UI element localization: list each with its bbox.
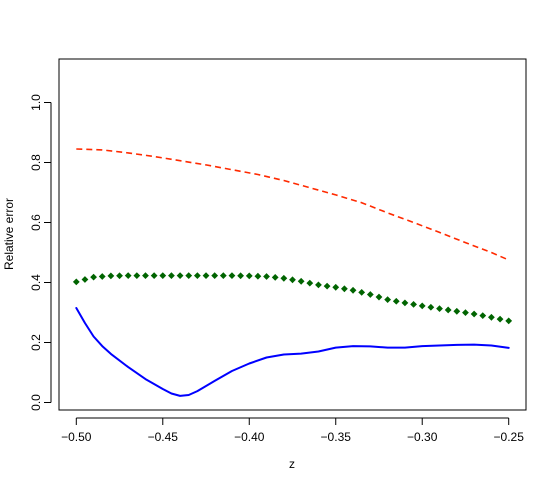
series-point (159, 272, 167, 279)
series-point (297, 277, 305, 285)
series-point (496, 315, 504, 323)
series-point (470, 310, 478, 318)
y-tick-label: 0.4 (29, 274, 43, 291)
series-point (505, 317, 513, 325)
series-dashed (76, 148, 510, 261)
x-tick-label: −0.50 (61, 430, 92, 444)
series-point (392, 297, 400, 305)
series-point (444, 306, 452, 314)
series-point (332, 283, 340, 291)
series-point (323, 282, 331, 290)
series-point (315, 281, 322, 289)
series-point (306, 279, 314, 287)
series-point (462, 309, 469, 317)
series-point (427, 303, 435, 311)
series-point (418, 302, 426, 310)
y-tick-label: 1.0 (29, 94, 43, 111)
series-point (453, 307, 461, 315)
series-point (271, 274, 279, 281)
series-point (340, 285, 348, 293)
series-point (358, 289, 366, 296)
series-point (202, 272, 210, 279)
y-tick-label: 0.2 (29, 334, 43, 351)
series-point (289, 276, 296, 284)
series-point (176, 272, 184, 279)
series-layer (72, 148, 513, 397)
series-point (150, 272, 158, 279)
series-point (228, 272, 236, 279)
y-tick-label: 0.0 (29, 394, 43, 411)
y-tick-label: 0.6 (29, 214, 43, 231)
series-point (488, 313, 495, 321)
series-point (142, 272, 149, 279)
series-point (98, 273, 106, 280)
series-point (375, 293, 383, 301)
x-tick-label: −0.45 (148, 430, 179, 444)
series-point (410, 301, 417, 308)
series-point (384, 296, 392, 303)
x-tick-label: −0.30 (407, 430, 438, 444)
series-point (280, 274, 288, 282)
series-point (185, 272, 193, 279)
series-point (124, 272, 132, 279)
series-point (349, 286, 357, 294)
x-tick-label: −0.25 (494, 430, 525, 444)
y-axis: 0.0 0.2 0.4 0.6 0.8 1.0 (29, 94, 52, 411)
x-tick-label: −0.35 (321, 430, 352, 444)
series-dotted (72, 272, 513, 325)
series-point (254, 272, 262, 280)
series-point (237, 272, 245, 280)
series-point (81, 276, 89, 283)
series-point (72, 278, 80, 286)
x-axis-title: z (289, 457, 295, 471)
y-axis-title: Relative error (2, 198, 16, 270)
x-axis: −0.50 −0.45 −0.40 −0.35 −0.30 −0.25 (61, 417, 525, 444)
series-solid (75, 307, 510, 397)
series-point (211, 272, 219, 279)
y-tick-label: 0.8 (29, 154, 43, 171)
series-line (76, 148, 510, 261)
series-point (219, 272, 227, 279)
series-point (90, 273, 97, 281)
series-point (401, 299, 409, 307)
series-point (263, 273, 270, 280)
series-point (168, 272, 175, 279)
series-point (107, 272, 115, 280)
series-point (479, 312, 487, 320)
series-point (436, 305, 443, 312)
series-point (116, 272, 123, 280)
series-line (75, 307, 510, 397)
x-tick-label: −0.40 (234, 430, 265, 444)
series-point (366, 291, 374, 298)
series-point (193, 272, 201, 279)
series-point (245, 272, 253, 280)
series-point (133, 272, 141, 279)
plot-frame (58, 58, 527, 411)
